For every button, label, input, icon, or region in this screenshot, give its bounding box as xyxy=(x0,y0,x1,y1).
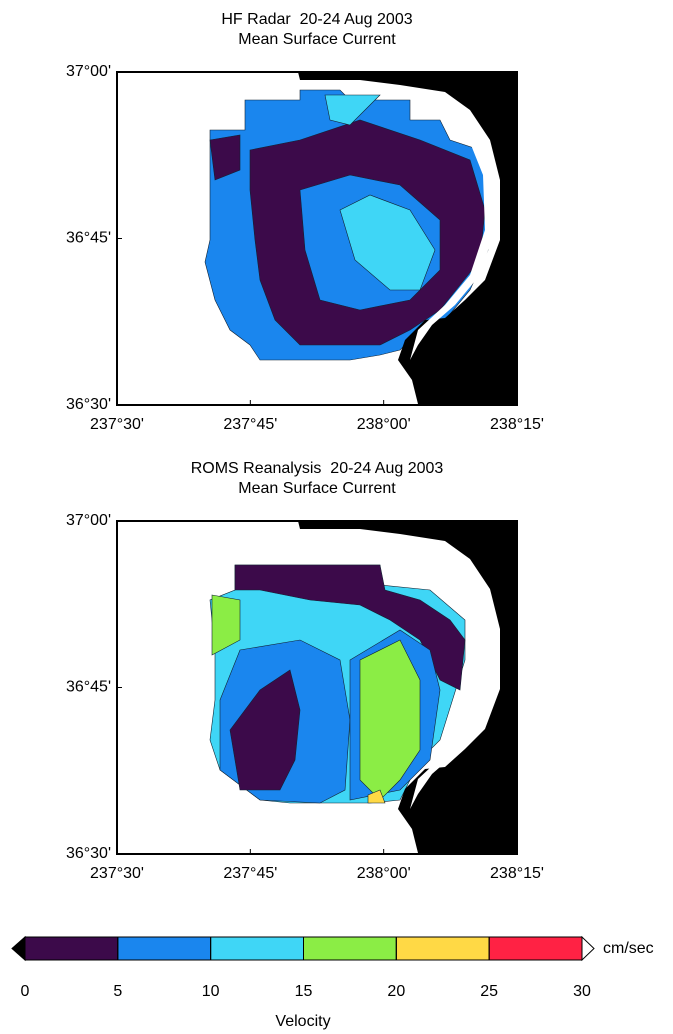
velocity-region xyxy=(211,594,241,656)
colorbar-tick-label: 5 xyxy=(113,983,122,1000)
x-tick-label: 237°30' xyxy=(90,416,144,433)
y-tick-label: 37°00' xyxy=(66,512,111,529)
velocity-region xyxy=(339,194,436,291)
colorbar-tick-label: 15 xyxy=(295,983,313,1000)
panel-title: ROMS Reanalysis 20-24 Aug 2003 xyxy=(191,460,444,477)
colorbar-extend-high xyxy=(581,935,595,962)
velocity-region xyxy=(324,94,381,126)
colorbar-tick-label: 20 xyxy=(387,983,405,1000)
coastal-gap xyxy=(410,98,493,360)
panel-title: HF Radar 20-24 Aug 2003 xyxy=(221,11,412,28)
panel-subtitle: Mean Surface Current xyxy=(238,31,396,48)
velocity-region xyxy=(359,639,421,801)
colorbar-segment xyxy=(303,936,397,961)
x-tick-label: 237°30' xyxy=(90,865,144,882)
velocity-region xyxy=(367,789,386,804)
land xyxy=(298,521,517,853)
colorbar-segment xyxy=(117,936,212,961)
y-tick-label: 36°45' xyxy=(66,679,111,696)
y-tick-label: 36°30' xyxy=(66,845,111,862)
y-tick-label: 37°00' xyxy=(66,63,111,80)
colorbar-label: Velocity xyxy=(275,1013,330,1030)
y-tick-label: 36°45' xyxy=(66,230,111,247)
colorbar-segment xyxy=(488,936,583,961)
y-tick-label: 36°30' xyxy=(66,396,111,413)
colorbar-segment xyxy=(395,936,490,961)
colorbar-segment xyxy=(210,936,305,961)
colorbar-tick-label: 0 xyxy=(21,983,30,1000)
velocity-region xyxy=(234,564,466,691)
x-tick-label: 238°00' xyxy=(357,865,411,882)
panel-subtitle: Mean Surface Current xyxy=(238,480,396,497)
x-tick-label: 237°45' xyxy=(223,865,277,882)
x-tick-label: 238°15' xyxy=(490,416,544,433)
colorbar-tick-label: 25 xyxy=(480,983,498,1000)
colorbar-segment xyxy=(24,936,119,961)
x-tick-label: 238°15' xyxy=(490,865,544,882)
colorbar-tick-label: 30 xyxy=(573,983,591,1000)
colorbar-extend-low xyxy=(11,935,26,962)
x-tick-label: 237°45' xyxy=(223,416,277,433)
land xyxy=(298,72,517,404)
colorbar-tick-label: 10 xyxy=(202,983,220,1000)
colorbar-unit: cm/sec xyxy=(603,940,654,957)
velocity-region xyxy=(229,669,301,791)
coastal-gap xyxy=(410,547,493,809)
x-tick-label: 238°00' xyxy=(357,416,411,433)
velocity-region xyxy=(209,134,241,181)
